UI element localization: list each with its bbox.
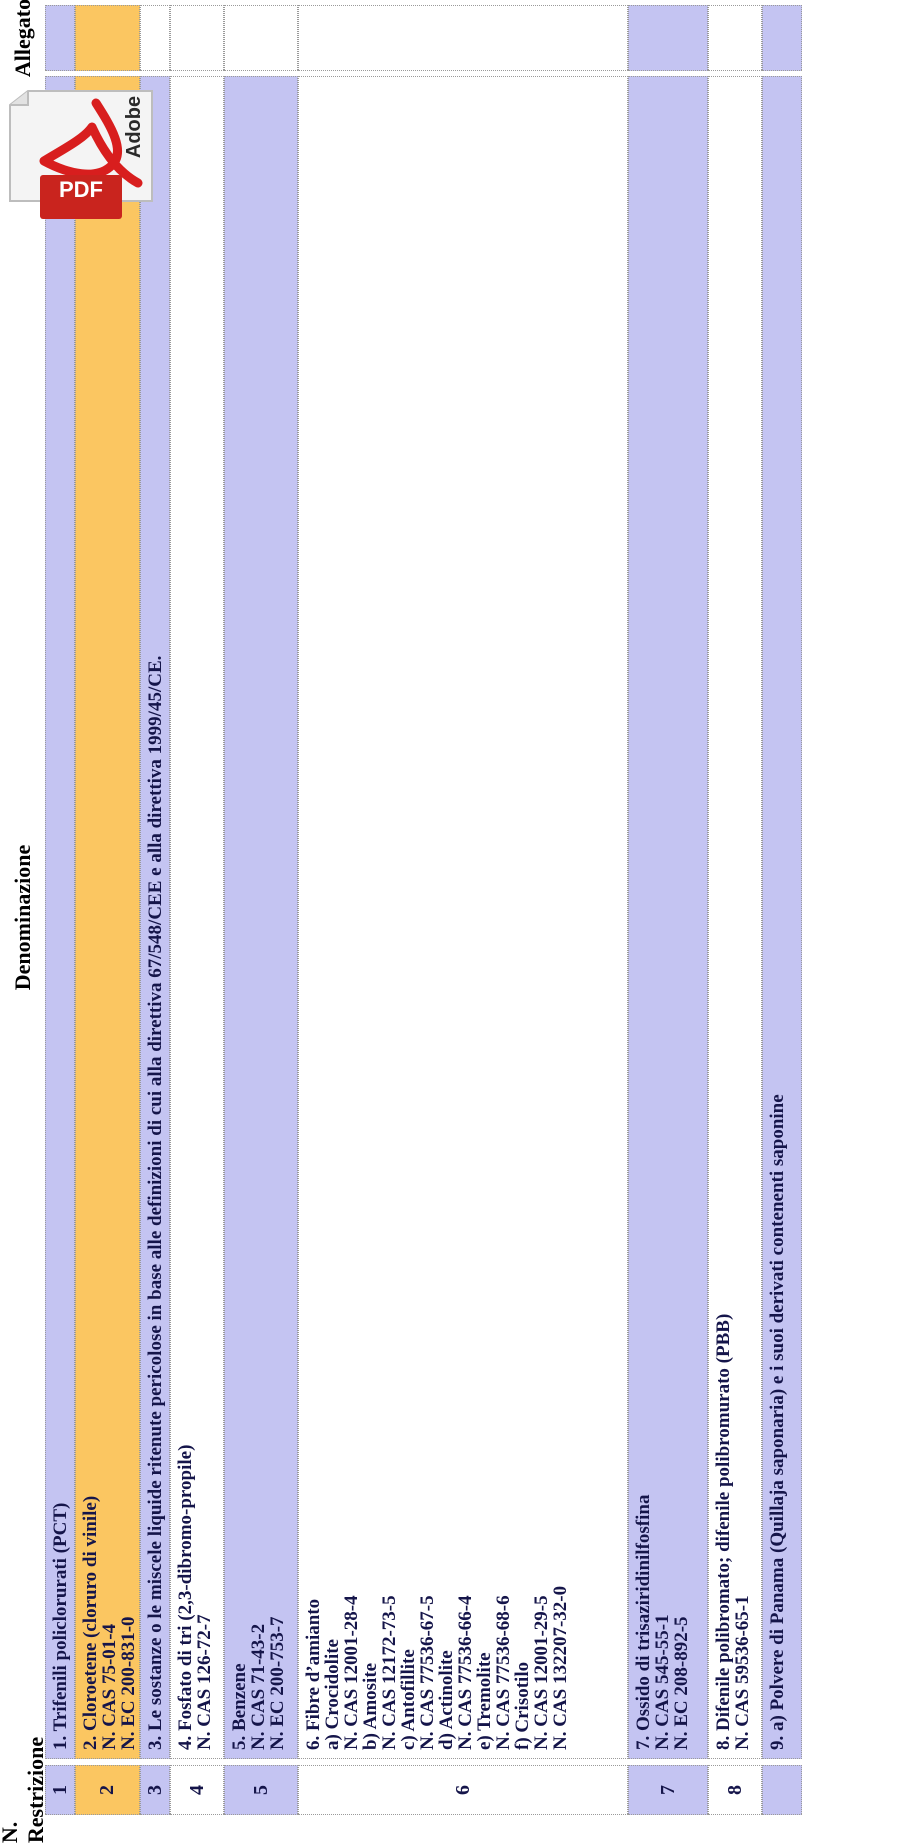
denomination-line: N. CAS 71-43-2 <box>248 1623 269 1750</box>
denomination-line: 7. Ossido di trisaziridinilfosfina <box>633 1494 654 1750</box>
restriction-number: 2 <box>75 1765 140 1815</box>
denomination-line: 9. a) Polvere di Panama (Quillaja sapona… <box>767 1094 788 1750</box>
pdf-icon-brand: Adobe <box>123 96 145 158</box>
denomination-line: c) Antofillite <box>398 1649 419 1750</box>
denomination-line: N. EC 200-753-7 <box>267 1616 288 1750</box>
denomination-line: N. CAS 77536-67-5 <box>417 1595 438 1750</box>
denomination-line: N. EC 200-831-0 <box>118 1616 139 1750</box>
denomination-line: N. CAS 545-55-1 <box>652 1614 673 1750</box>
denomination-line: N. CAS 12001-28-4 <box>341 1595 362 1750</box>
header-number: N. Restrizione <box>0 1736 48 1843</box>
restriction-number: 4 <box>170 1765 224 1815</box>
table-row: 3 3. Le sostanze o le miscele liquide ri… <box>140 0 170 1821</box>
attachment-cell[interactable] <box>45 5 75 71</box>
table-row: 5 5. Benzene N. CAS 71-43-2 N. EC 200-75… <box>224 0 298 1821</box>
denomination-cell: 1. Trifenili policlorurati (PCT) <box>45 76 75 1759</box>
denomination-cell: 2. Cloroetene (cloruro di vinile) N. CAS… <box>75 76 140 1759</box>
denomination-line: 3. Le sostanze o le miscele liquide rite… <box>145 655 166 1750</box>
denomination-cell: 6. Fibre d’amianto a) Crocidolite N. CAS… <box>298 76 628 1759</box>
denomination-line: f) Crisotilo <box>512 1661 533 1750</box>
table-row: 4 4. Fosfato di tri (2,3-dibromo-propile… <box>170 0 224 1821</box>
denomination-cell: 8. Difenile polibromato; difenile polibr… <box>708 76 762 1759</box>
denomination-cell: 9. a) Polvere di Panama (Quillaja sapona… <box>762 76 802 1759</box>
denomination-line: 5. Benzene <box>229 1663 250 1750</box>
restriction-number: 5 <box>224 1765 298 1815</box>
attachment-cell[interactable] <box>762 5 802 71</box>
denomination-line: b) Amosite <box>360 1662 381 1750</box>
table-row: 7 7. Ossido di trisaziridinilfosfina N. … <box>628 0 708 1821</box>
header-name: Denominazione <box>9 844 35 991</box>
denomination-line: 2. Cloroetene (cloruro di vinile) <box>80 1495 101 1750</box>
table-row: 6 6. Fibre d’amianto a) Crocidolite N. C… <box>298 0 628 1821</box>
restriction-number: 6 <box>298 1765 628 1815</box>
table-row: 2 2. Cloroetene (cloruro di vinile) N. C… <box>75 0 140 1821</box>
denomination-line: N. CAS 132207-32-0 <box>550 1585 571 1750</box>
denomination-line: N. CAS 59536-65-1 <box>732 1595 753 1750</box>
pdf-icon[interactable]: PDF Adobe <box>0 83 160 223</box>
denomination-cell: 3. Le sostanze o le miscele liquide rite… <box>140 76 170 1759</box>
denomination-cell: 5. Benzene N. CAS 71-43-2 N. EC 200-753-… <box>224 76 298 1759</box>
pdf-icon-graphic: PDF Adobe <box>9 90 153 219</box>
denomination-line: N. CAS 75-01-4 <box>99 1623 120 1750</box>
pdf-icon-label: PDF <box>59 177 103 202</box>
denomination-line: 8. Difenile polibromato; difenile polibr… <box>713 1313 734 1750</box>
denomination-cell: 7. Ossido di trisaziridinilfosfina N. CA… <box>628 76 708 1759</box>
denomination-line: 4. Fosfato di tri (2,3-dibromo-propile) <box>175 1444 196 1750</box>
attachment-cell[interactable] <box>224 5 298 71</box>
restriction-number: 8 <box>708 1765 762 1815</box>
restriction-number: 1 <box>45 1765 75 1815</box>
denomination-line: N. CAS 12172-73-5 <box>379 1595 400 1750</box>
denomination-line: 1. Trifenili policlorurati (PCT) <box>50 1502 71 1750</box>
table-row: 1 1. Trifenili policlorurati (PCT) <box>45 0 75 1821</box>
table-row: 8 8. Difenile polibromato; difenile poli… <box>708 0 762 1821</box>
denomination-line: N. CAS 77536-66-4 <box>455 1595 476 1750</box>
denomination-line: N. CAS 77536-68-6 <box>493 1595 514 1750</box>
denomination-line: N. CAS 12001-29-5 <box>531 1595 552 1750</box>
attachment-cell[interactable] <box>298 5 628 71</box>
attachment-cell[interactable] <box>140 5 170 71</box>
denomination-cell: 4. Fosfato di tri (2,3-dibromo-propile) … <box>170 76 224 1759</box>
denomination-line: 6. Fibre d’amianto <box>303 1598 324 1750</box>
denomination-line: a) Crocidolite <box>322 1639 343 1750</box>
denomination-line: e) Tremolite <box>474 1652 495 1750</box>
restriction-number <box>762 1765 802 1815</box>
restriction-number: 7 <box>628 1765 708 1815</box>
attachment-cell[interactable] <box>75 5 140 71</box>
header-attachment: Allegato <box>9 0 35 78</box>
table-row: 9. a) Polvere di Panama (Quillaja sapona… <box>762 0 802 1821</box>
denomination-line: d) Actinolite <box>436 1650 457 1750</box>
attachment-cell[interactable] <box>170 5 224 71</box>
denomination-line: N. EC 208-892-5 <box>671 1616 692 1750</box>
denomination-line: N. CAS 126-72-7 <box>194 1614 215 1750</box>
attachment-cell[interactable] <box>628 5 708 71</box>
attachment-cell[interactable] <box>708 5 762 71</box>
restriction-number: 3 <box>140 1765 170 1815</box>
